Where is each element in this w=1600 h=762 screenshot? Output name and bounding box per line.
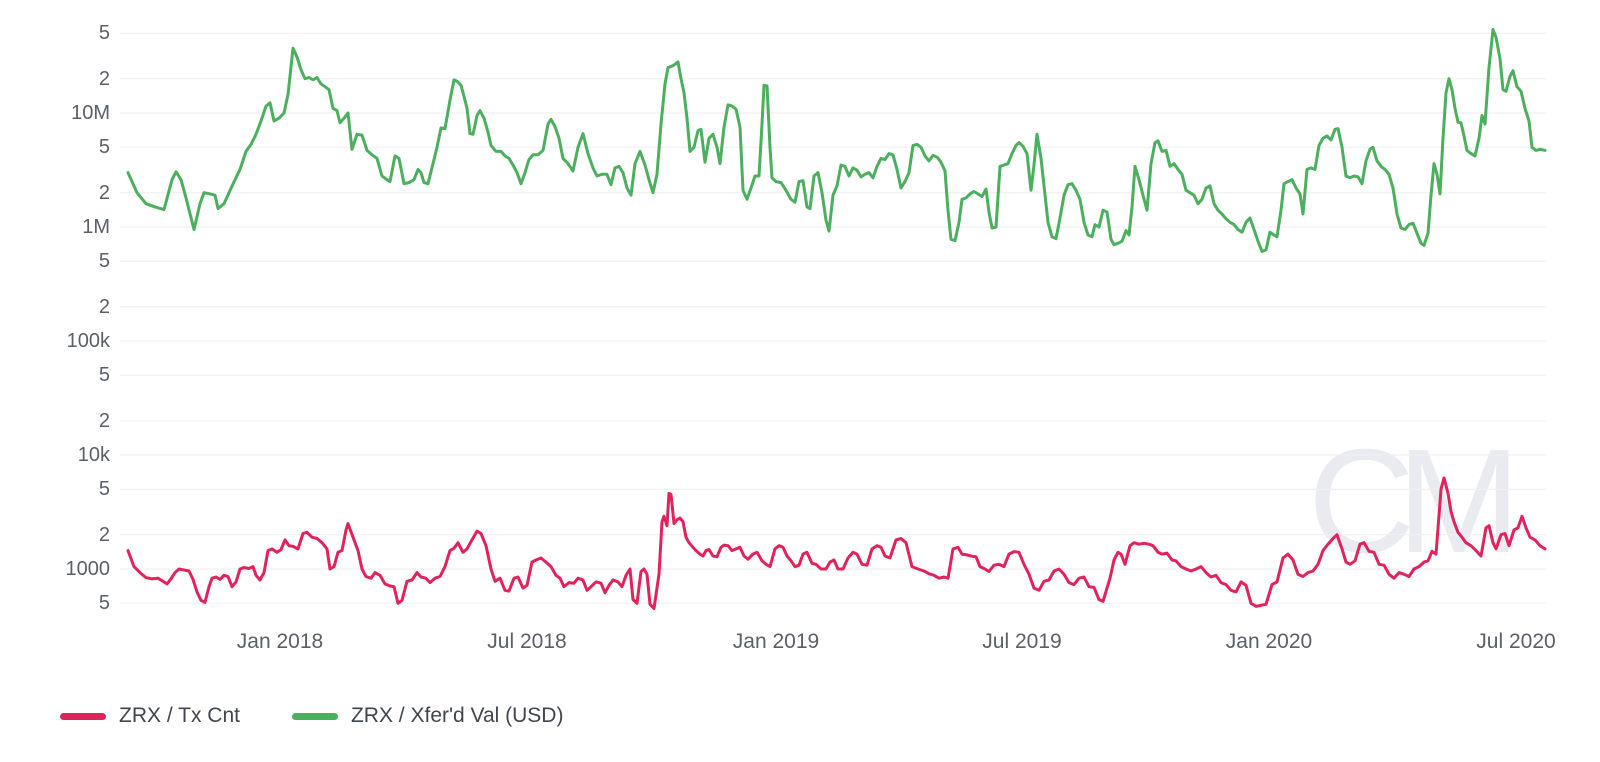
series-line-xfer-val <box>126 28 1547 253</box>
y-tick-label: 5 <box>98 22 110 45</box>
legend-label-xfer-val: ZRX / Xfer'd Val (USD) <box>350 704 564 727</box>
legend-item-tx-cnt[interactable]: ZRX / Tx Cnt <box>60 704 240 728</box>
y-tick-label: 2 <box>98 295 110 318</box>
series-line-tx-cnt <box>126 476 1547 610</box>
y-tick-label: 1M <box>82 216 110 238</box>
x-tick-label: Jul 2018 <box>487 630 567 653</box>
x-tick-label: Jan 2018 <box>236 630 324 653</box>
x-tick-label: Jan 2020 <box>1225 630 1313 653</box>
tx-cnt-line-swatch <box>60 712 106 720</box>
y-tick-label: 5 <box>98 136 110 159</box>
y-tick-label: 2 <box>98 67 110 90</box>
line-chart <box>120 28 1547 610</box>
x-tick-label: Jul 2019 <box>982 630 1062 653</box>
y-tick-label: 5 <box>98 250 110 273</box>
y-tick-label: 5 <box>98 364 110 387</box>
legend-label-tx-cnt: ZRX / Tx Cnt <box>119 704 240 727</box>
y-tick-label: 10k <box>77 444 110 466</box>
y-tick-label: 5 <box>98 478 110 501</box>
xfer-val-line-swatch <box>291 712 338 720</box>
x-tick-label: Jan 2019 <box>732 630 820 653</box>
y-tick-label: 2 <box>98 523 110 546</box>
legend-item-xfer-val[interactable]: ZRX / Xfer'd Val (USD) <box>291 704 564 728</box>
y-tick-label: 2 <box>98 409 110 432</box>
y-tick-label: 10M <box>71 102 110 124</box>
y-tick-label: 1000 <box>65 558 111 580</box>
legend: ZRX / Tx Cnt ZRX / Xfer'd Val (USD) <box>60 704 563 728</box>
x-tick-label: Jul 2020 <box>1476 630 1556 653</box>
y-tick-label: 5 <box>98 592 110 615</box>
y-tick-label: 100k <box>66 330 110 352</box>
y-tick-label: 2 <box>98 181 110 204</box>
